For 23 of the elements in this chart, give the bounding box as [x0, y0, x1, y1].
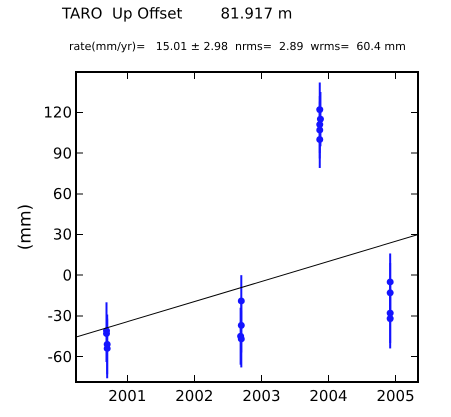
x-tick-label: 2001: [108, 387, 146, 405]
point: [386, 278, 394, 286]
x-tick-label: 2005: [376, 387, 415, 405]
chart-subtitle: rate(mm/yr)= 15.01 ± 2.98 nrms= 2.89 wrms= 60.4 mm: [69, 40, 406, 53]
point: [386, 315, 394, 322]
x-tick-label: 2003: [242, 387, 281, 405]
point: [386, 289, 394, 296]
point: [238, 322, 245, 329]
y-tick-label: 0: [62, 266, 72, 284]
point: [238, 297, 245, 304]
chart-title: TARO Up Offset 81.917 m: [61, 4, 292, 22]
point: [316, 136, 324, 143]
x-tick-label: 2002: [175, 387, 214, 405]
y-tick-label: 120: [43, 104, 72, 122]
y-tick-label: 60: [52, 185, 72, 204]
y-tick-label: -30: [48, 307, 72, 326]
point: [316, 106, 324, 114]
y-tick-label: -60: [48, 348, 72, 366]
y-tick-label: 30: [52, 226, 72, 244]
y-tick-label: 90: [52, 144, 72, 162]
y-axis-title: (mm): [15, 204, 36, 250]
x-tick-label: 2004: [309, 387, 348, 405]
point: [316, 126, 324, 134]
